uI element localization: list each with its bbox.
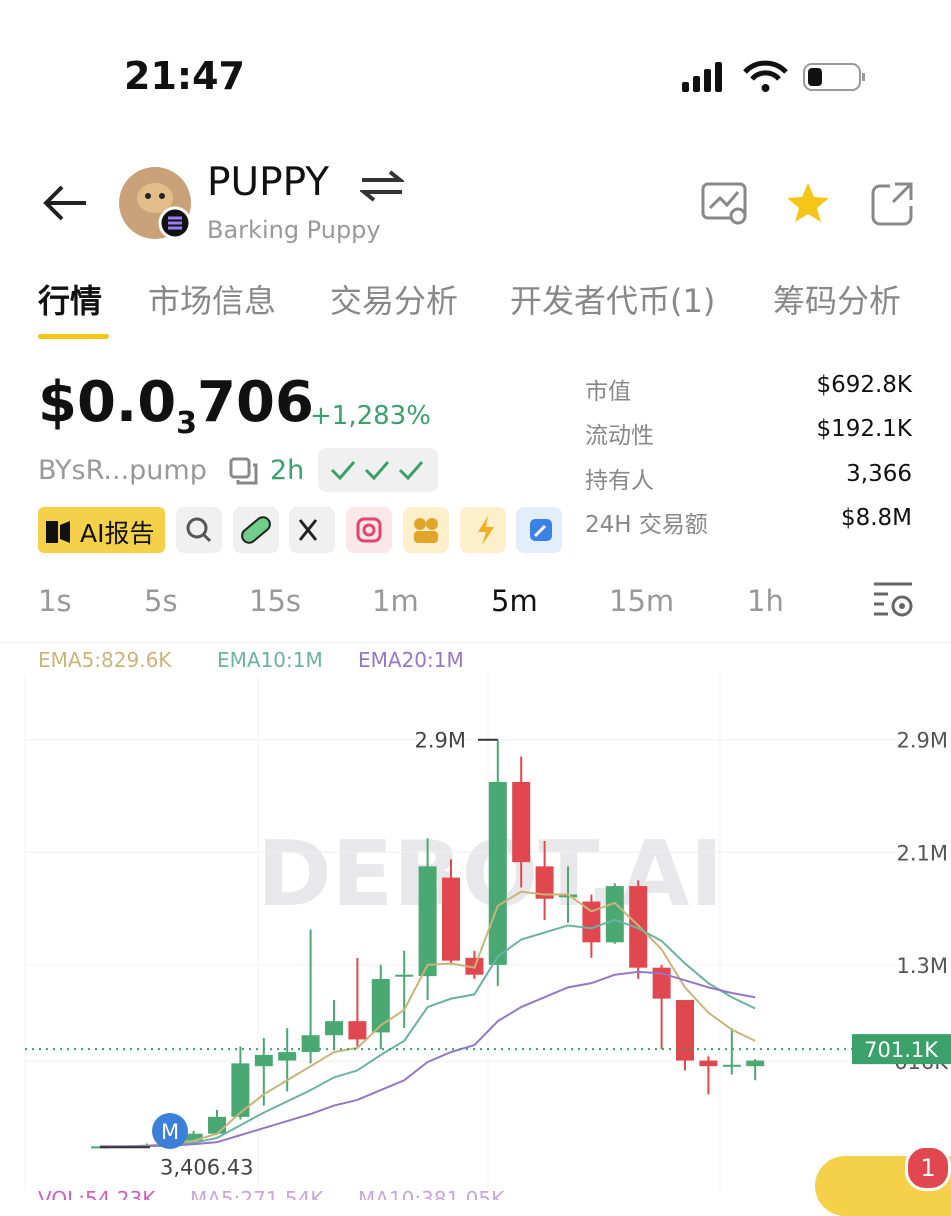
legend-entry: EMA10:1M [217,648,323,672]
interval[interactable]: 1s [38,584,72,618]
tab-indicator [38,334,109,339]
tab[interactable]: 开发者代币(1) [510,282,716,320]
candle-body [231,1063,250,1117]
address[interactable]: BYsR...pump [38,455,207,486]
chart-settings[interactable] [870,580,916,622]
ai-button-label[interactable]: AI报告 [80,519,155,548]
price-subscript: 3 [176,406,198,442]
interval[interactable]: 15m [609,584,675,618]
candle-body [582,901,601,943]
candle-body [488,781,507,965]
y-tick-label: 2.1M [896,841,948,865]
legend-entry: EMA20:1M [358,648,464,672]
tab[interactable]: 市场信息 [148,282,277,320]
time: 21:47 [124,54,245,98]
notification-badge: 1 [905,1145,951,1191]
candle-body [325,1021,343,1036]
stat-value: $8.8M [840,505,912,531]
age: 2h [270,455,305,486]
candle-body [535,866,554,899]
ema-line [100,918,756,1148]
candle-body [371,978,390,1033]
candle-body [559,894,577,898]
candle-body [278,1052,297,1061]
candle-body [208,1116,226,1134]
candle-body [184,1133,203,1141]
last-price-label: 701.1K [864,1038,939,1062]
interval[interactable]: 1m [372,584,419,618]
low-marker-label: 3,406.43 [160,1155,254,1179]
high-marker-label: 2.9M [414,729,466,753]
divider [0,642,951,643]
search-link[interactable] [176,507,222,553]
interval[interactable]: 5s [144,584,178,618]
marker-badge-label: M [161,1120,179,1144]
stat-label: 市值 [585,379,631,405]
header-actions[interactable] [700,180,920,226]
candle-body [254,1054,273,1067]
price-prefix: $0.0 [38,370,177,435]
group-link[interactable] [403,507,449,553]
volume-legend: VOL:54.23K [38,1187,156,1200]
instagram-link[interactable] [346,507,392,553]
candle-body [746,1060,765,1067]
candle-body [676,1000,694,1061]
y-tick-label: 1.3M [896,954,948,978]
copy-icon[interactable] [228,456,260,488]
tab[interactable]: 筹码分析 [773,282,902,320]
candle-body [442,877,460,961]
volume-legend: MA10:381.05K [358,1187,505,1200]
checks [318,448,438,492]
interval[interactable]: 5m [491,584,538,618]
candle-body [418,866,437,977]
status-icons [682,60,865,92]
stat-value: $192.1K [816,416,912,442]
ai-button[interactable] [38,507,165,553]
legend-entry: EMA5:829.6K [38,648,172,672]
price-change: +1,283% [310,401,431,431]
tab[interactable]: 交易分析 [330,282,459,320]
volume-legend: MA5:271.54K [190,1187,324,1200]
candle-body [301,1035,320,1053]
interval[interactable]: 1h [747,584,784,618]
candle-body [722,1064,741,1067]
marker-badge [152,1113,188,1149]
ema-line [100,970,756,1148]
stat-label: 流动性 [585,423,654,449]
interval[interactable]: 15s [249,584,302,618]
ai-icon [46,521,70,543]
back-button[interactable] [40,180,100,226]
candle-body [605,886,624,943]
tab[interactable]: 行情 [38,282,103,320]
stat-label: 持有人 [585,468,654,494]
swap-icon[interactable] [360,170,404,202]
stat-label: 24H 交易额 [585,512,708,538]
price: $0.03706 [38,370,314,441]
price-digits: 706 [197,370,314,435]
last-price-box [852,1034,951,1065]
candle-body [395,974,414,977]
avatar [119,167,192,240]
symbol: PUPPY [207,160,330,205]
link-icons [186,516,552,545]
stat-value: $692.8K [816,372,912,398]
y-tick-label: 2.9M [896,729,948,753]
x-link[interactable] [289,507,335,553]
stat-value: 3,366 [846,461,912,487]
candle-body [699,1060,718,1067]
token-name: Barking Puppy [207,216,381,244]
candle-body [348,1021,367,1040]
candle-body [512,781,531,863]
